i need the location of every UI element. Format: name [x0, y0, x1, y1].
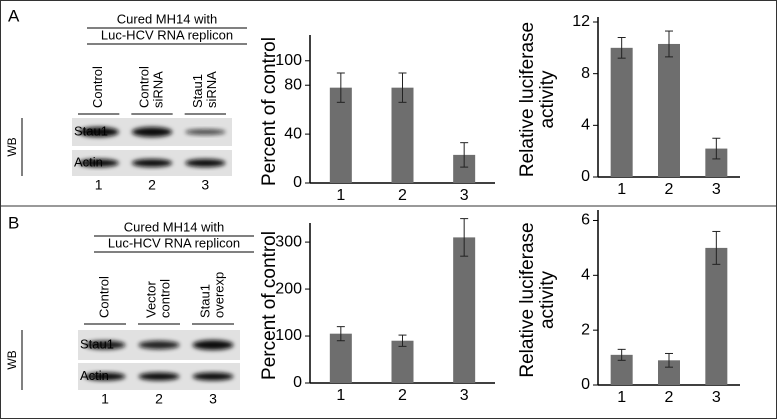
bar	[391, 87, 414, 183]
bar	[658, 43, 680, 178]
bar	[705, 247, 728, 385]
y-tick-label: 6	[581, 212, 590, 229]
x-tick-label: 3	[712, 389, 721, 406]
lane-number: 2	[155, 391, 163, 407]
x-tick-label: 3	[460, 187, 469, 204]
y-tick-label: 100	[275, 52, 302, 69]
error-bar	[398, 72, 407, 103]
band	[84, 372, 126, 381]
y-tick-label: 300	[275, 233, 302, 250]
wb-label: WB	[5, 137, 19, 156]
bar	[705, 148, 728, 177]
y-tick-label: 12	[572, 13, 590, 30]
x-tick-label: 3	[712, 181, 721, 198]
lane-label: Stau1	[197, 284, 212, 318]
band	[84, 340, 126, 350]
bar	[610, 47, 633, 178]
wb-label: WB	[5, 350, 19, 369]
error-bar	[617, 37, 626, 59]
row-label: Stau1	[74, 123, 108, 138]
band	[131, 159, 173, 167]
error-bar	[617, 348, 626, 361]
bar	[453, 237, 476, 383]
error-bar	[336, 326, 345, 342]
lane-number: 1	[101, 391, 109, 407]
bar	[658, 360, 680, 385]
y-tick-label: 0	[581, 376, 590, 393]
error-bar	[665, 352, 673, 368]
lane-label: Control	[96, 276, 111, 318]
x-tick-label: 1	[336, 187, 345, 204]
panel-label: B	[8, 213, 19, 232]
error-bar	[398, 334, 407, 347]
band	[138, 340, 180, 350]
y-tick-label: 80	[284, 76, 302, 93]
blot-title: Luc-HCV RNA replicon	[108, 235, 240, 250]
band	[131, 127, 173, 137]
row-label: Actin	[80, 368, 109, 383]
y-axis-label: Relative luciferase	[517, 222, 538, 377]
blot-title: Cured MH14 with	[124, 219, 224, 234]
lane-number: 2	[148, 177, 156, 193]
bar	[391, 340, 414, 383]
row-label: Stau1	[80, 336, 114, 351]
lane-label: Control	[136, 66, 151, 108]
x-tick-label: 2	[665, 389, 674, 406]
x-tick-label: 1	[336, 387, 345, 404]
lane-label: siRNA	[204, 71, 219, 108]
blot-title: Cured MH14 with	[117, 11, 217, 26]
error-bar	[712, 230, 721, 265]
error-bar	[460, 218, 469, 257]
y-tick-label: 2	[581, 321, 590, 338]
error-bar	[665, 30, 673, 58]
error-bar	[336, 72, 345, 103]
lane-label: Vector	[143, 280, 158, 318]
band	[78, 127, 119, 137]
lane-label: overexp	[211, 272, 226, 318]
band	[78, 159, 119, 167]
lane-label: control	[157, 279, 172, 318]
y-axis-label: Percent of control	[259, 37, 280, 186]
band	[138, 372, 180, 381]
y-tick-label: 4	[581, 267, 590, 284]
x-tick-label: 3	[460, 387, 469, 404]
y-tick-label: 4	[581, 117, 590, 134]
lane-number: 1	[95, 177, 103, 193]
y-axis-label: activity	[537, 70, 558, 129]
y-axis-label: Relative luciferase	[517, 22, 538, 177]
y-tick-label: 0	[293, 374, 302, 391]
y-axis-label: activity	[537, 270, 558, 329]
error-bar	[460, 142, 469, 168]
y-tick-label: 8	[581, 65, 590, 82]
x-tick-label: 2	[665, 181, 674, 198]
row-label: Actin	[74, 154, 103, 169]
bar	[329, 87, 352, 183]
lane-label: Stau1	[190, 74, 205, 108]
y-axis-label: Percent of control	[259, 231, 280, 380]
blot-title: Luc-HCV RNA replicon	[101, 27, 233, 42]
lane-number: 3	[201, 177, 209, 193]
error-bar	[712, 137, 721, 160]
band	[185, 129, 226, 135]
bar	[329, 333, 352, 383]
panel-label: A	[8, 6, 20, 25]
y-tick-label: 100	[275, 327, 302, 344]
y-tick-label: 0	[293, 174, 302, 191]
y-tick-label: 200	[275, 280, 302, 297]
x-tick-label: 2	[398, 387, 407, 404]
lane-number: 3	[209, 391, 217, 407]
x-tick-label: 2	[398, 187, 407, 204]
band	[185, 159, 226, 167]
x-tick-label: 1	[617, 389, 626, 406]
x-tick-label: 1	[617, 181, 626, 198]
band	[192, 372, 234, 381]
bar	[610, 354, 633, 385]
band	[192, 340, 234, 350]
lane-label: siRNA	[150, 71, 165, 108]
y-tick-label: 40	[284, 125, 302, 142]
lane-label: Control	[90, 66, 105, 108]
y-tick-label: 0	[581, 168, 590, 185]
bar	[453, 154, 476, 183]
